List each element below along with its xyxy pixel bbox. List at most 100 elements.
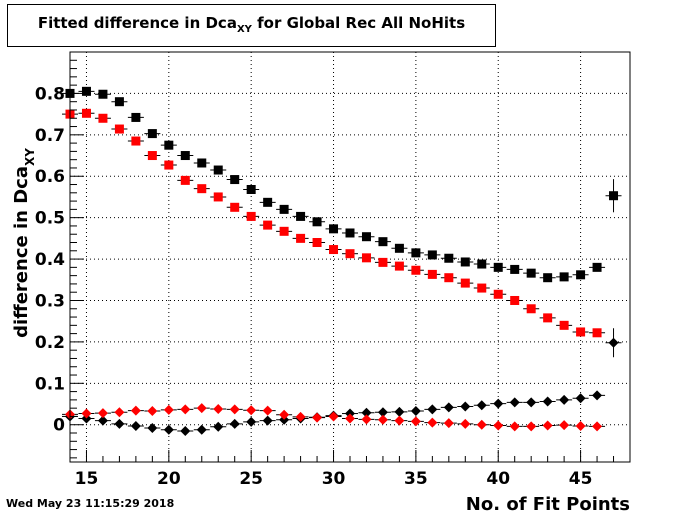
data-point-square-1	[477, 283, 487, 293]
data-point-diamond-2	[130, 420, 141, 431]
data-point-square-0	[345, 228, 355, 238]
data-point-square-1	[378, 257, 388, 267]
data-point-diamond-2	[592, 390, 603, 401]
data-point-diamond-3	[592, 421, 603, 432]
chart-title-suffix: for Global Rec All NoHits	[251, 14, 466, 32]
data-point-diamond-3	[493, 420, 504, 431]
data-point-diamond-2	[526, 397, 537, 408]
y-tick-label: 0	[53, 416, 65, 436]
data-point-square-0	[329, 224, 339, 234]
x-tick-label: 45	[569, 469, 593, 489]
data-point-square-0	[230, 175, 240, 185]
y-tick-label: 0.8	[35, 84, 65, 104]
chart-title-subscript: XY	[236, 24, 252, 35]
y-tick-label: 0.7	[35, 126, 65, 146]
data-point-square-0	[543, 273, 553, 283]
data-point-square-1	[543, 313, 553, 323]
data-point-square-0	[477, 259, 487, 269]
data-point-diamond-2	[542, 396, 553, 407]
data-point-diamond-2	[213, 421, 224, 432]
data-point-square-0	[147, 129, 157, 139]
data-point-square-0	[576, 270, 586, 280]
data-point-square-0	[180, 151, 190, 161]
data-point-square-0	[131, 112, 141, 122]
data-point-diamond-2	[361, 407, 372, 418]
data-point-diamond-2	[559, 394, 570, 405]
data-point-square-1	[164, 160, 174, 170]
data-point-diamond-3	[377, 414, 388, 425]
data-point-diamond-3	[312, 412, 323, 423]
data-point-square-0	[81, 86, 91, 96]
timestamp: Wed May 23 11:15:29 2018	[6, 497, 175, 510]
data-point-square-1	[147, 151, 157, 161]
data-point-square-1	[279, 226, 289, 236]
data-point-diamond-2	[229, 418, 240, 429]
x-tick-label: 15	[75, 469, 99, 489]
data-point-square-0	[460, 257, 470, 267]
data-point-square-0	[526, 268, 536, 278]
data-point-diamond-3	[526, 421, 537, 432]
data-point-diamond-2	[443, 402, 454, 413]
data-point-diamond-3	[476, 419, 487, 430]
data-point-diamond-2	[163, 424, 174, 435]
x-tick-label: 20	[157, 469, 181, 489]
data-point-square-0	[114, 97, 124, 107]
data-point-square-0	[510, 264, 520, 274]
data-point-diamond-3	[559, 420, 570, 431]
data-point-square-0	[164, 140, 174, 150]
data-point-diamond-2	[377, 407, 388, 418]
axis-ticks	[69, 51, 631, 462]
data-points	[62, 86, 622, 436]
data-point-square-1	[460, 278, 470, 288]
data-point-diamond-2	[608, 337, 619, 348]
data-point-diamond-3	[246, 405, 257, 416]
data-point-diamond-3	[345, 413, 355, 424]
data-point-diamond-3	[147, 406, 158, 417]
x-tick-label: 35	[404, 469, 428, 489]
data-point-diamond-2	[394, 406, 405, 417]
data-point-square-1	[296, 233, 306, 243]
data-point-diamond-2	[476, 400, 487, 411]
data-point-diamond-2	[460, 401, 471, 412]
data-point-square-0	[411, 248, 421, 258]
data-point-diamond-2	[246, 416, 257, 427]
chart-title-prefix: Fitted difference in Dca	[37, 14, 237, 32]
data-point-diamond-2	[97, 415, 108, 426]
data-point-diamond-3	[81, 408, 92, 419]
data-point-square-1	[394, 261, 404, 271]
y-axis-title: difference in DcaXY	[11, 148, 37, 338]
data-point-diamond-3	[575, 420, 586, 431]
data-point-square-0	[444, 253, 454, 263]
data-point-diamond-3	[262, 405, 273, 416]
data-point-square-1	[592, 328, 602, 338]
data-point-square-0	[378, 237, 388, 247]
data-point-square-0	[609, 191, 619, 201]
data-point-square-1	[329, 245, 339, 255]
data-point-diamond-3	[427, 417, 438, 428]
data-point-square-1	[213, 192, 223, 202]
data-point-diamond-2	[575, 393, 586, 404]
data-point-square-0	[98, 89, 108, 99]
data-point-square-1	[493, 289, 503, 299]
chart-title: Fitted difference in DcaXY for Global Re…	[8, 14, 495, 35]
data-point-diamond-3	[213, 403, 224, 414]
data-point-diamond-3	[196, 403, 207, 414]
data-point-diamond-3	[163, 404, 174, 415]
data-point-square-0	[279, 204, 289, 214]
tick-labels: 15 20 25 30 35 40 45 0 0.1 0.2 0.3 0.4 0.5 0.6 0.7 0.8	[35, 84, 593, 489]
data-point-diamond-2	[147, 423, 158, 434]
x-tick-label: 25	[239, 469, 263, 489]
data-point-square-1	[411, 265, 421, 275]
data-point-square-0	[246, 184, 256, 194]
data-point-diamond-3	[180, 404, 191, 415]
data-point-diamond-2	[509, 397, 520, 408]
y-tick-label: 0.3	[35, 291, 65, 311]
data-point-square-1	[526, 304, 536, 314]
data-point-square-1	[345, 249, 355, 259]
y-tick-label: 0.2	[35, 333, 65, 353]
data-point-square-0	[559, 272, 569, 282]
data-point-square-0	[197, 158, 207, 168]
y-tick-label: 0.5	[35, 209, 65, 229]
data-point-square-0	[394, 243, 404, 253]
